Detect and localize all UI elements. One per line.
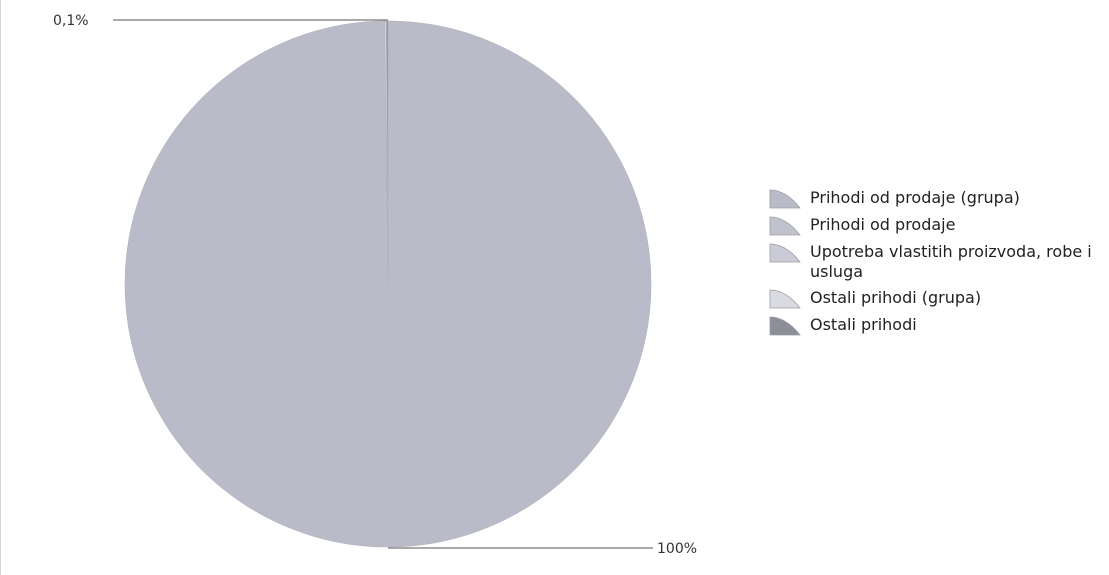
legend-label: Upotreba vlastitih proizvoda, robe i usl…	[810, 242, 1092, 281]
pie-slice	[386, 20, 389, 285]
slice-label-small: 0,1%	[53, 13, 89, 29]
legend-item: Ostali prihodi	[769, 315, 1099, 336]
legend-swatch-icon	[769, 316, 801, 336]
legend-item: Upotreba vlastitih proizvoda, robe i usl…	[769, 242, 1099, 282]
legend-swatch-icon	[769, 289, 801, 309]
legend-label: Ostali prihodi	[810, 315, 917, 334]
legend-item: Ostali prihodi (grupa)	[769, 288, 1099, 309]
legend-item: Prihodi od prodaje	[769, 215, 1099, 236]
legend-label: Prihodi od prodaje (grupa)	[810, 188, 1020, 207]
pie-slices	[124, 20, 652, 548]
legend-swatch-icon	[769, 189, 801, 209]
slice-labels: 0,1% 100%	[53, 13, 697, 557]
leader-lines	[113, 19, 653, 549]
legend-swatch-icon	[769, 216, 801, 236]
legend: Prihodi od prodaje (grupa) Prihodi od pr…	[769, 188, 1099, 342]
legend-label: Ostali prihodi (grupa)	[810, 288, 982, 307]
slice-label-main: 100%	[657, 541, 697, 557]
legend-swatch-icon	[769, 243, 801, 263]
legend-item: Prihodi od prodaje (grupa)	[769, 188, 1099, 209]
legend-label: Prihodi od prodaje	[810, 215, 956, 234]
